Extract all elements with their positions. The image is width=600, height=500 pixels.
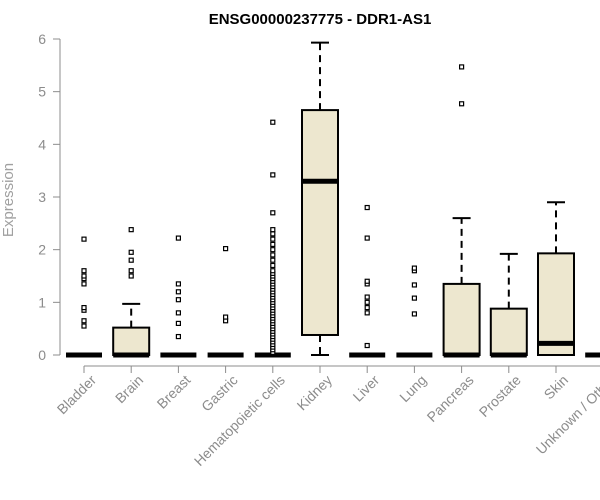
outlier-point — [175, 310, 181, 316]
outlier-point — [270, 241, 276, 247]
y-tick-label: 5 — [38, 84, 46, 100]
outlier-point — [270, 236, 276, 242]
outlier-point — [175, 235, 181, 241]
outlier-point — [81, 236, 87, 242]
outlier-point — [81, 281, 87, 287]
x-tick-label: Pancreas — [424, 372, 477, 425]
chart-title: ENSG00000237775 - DDR1-AS1 — [209, 11, 432, 28]
outlier-point — [270, 231, 276, 237]
outlier-point — [81, 318, 87, 324]
outlier-point — [270, 210, 276, 216]
outlier-point — [270, 119, 276, 125]
outlier-point — [270, 262, 276, 269]
outlier-point — [364, 305, 370, 311]
x-tick-label: Gastric — [198, 372, 241, 415]
outlier-point — [459, 64, 465, 70]
outlier-point — [270, 252, 276, 258]
outlier-point — [364, 294, 370, 300]
outlier-point — [411, 282, 417, 288]
y-tick-label: 6 — [38, 31, 46, 47]
outlier-point — [270, 257, 276, 263]
outlier-point — [128, 227, 134, 233]
outlier-point — [270, 227, 276, 233]
outlier-point — [364, 299, 370, 305]
outlier-point — [175, 289, 181, 295]
outlier-point — [270, 172, 276, 178]
box-iqr — [537, 252, 575, 356]
box-iqr — [112, 326, 151, 357]
box-group — [396, 265, 433, 358]
outlier-point — [128, 257, 134, 263]
outlier-point — [128, 268, 134, 274]
outlier-point — [175, 297, 181, 303]
outlier-point — [128, 273, 134, 279]
x-tick-label: Skin — [541, 372, 572, 403]
outlier-point — [364, 204, 370, 211]
outlier-point — [411, 265, 417, 271]
box-group — [537, 201, 575, 356]
box-group — [349, 204, 386, 358]
outlier-point — [81, 323, 87, 329]
plot-area — [66, 41, 600, 358]
outlier-point — [270, 268, 276, 274]
outlier-point — [411, 311, 417, 317]
box-group — [112, 227, 151, 358]
y-tick-label: 0 — [38, 347, 46, 363]
box-iqr — [489, 307, 528, 356]
outlier-point — [270, 247, 276, 253]
box-group — [160, 235, 197, 358]
y-tick-label: 2 — [38, 242, 46, 258]
y-axis-label: Expression — [0, 163, 17, 237]
outlier-point — [459, 101, 465, 107]
box-group — [585, 352, 600, 358]
x-tick-label: Prostate — [476, 372, 524, 420]
outlier-point — [128, 249, 134, 255]
outlier-point — [364, 342, 370, 349]
box-group — [301, 41, 339, 356]
outlier-point — [81, 273, 87, 279]
box-iqr — [442, 282, 481, 356]
outlier-point — [175, 320, 181, 326]
x-tick-label: Lung — [396, 372, 429, 405]
x-tick-label: Breast — [154, 372, 194, 412]
box-group — [489, 252, 528, 358]
y-tick-label: 4 — [38, 136, 46, 152]
outlier-point — [223, 314, 229, 320]
outlier-point — [81, 268, 87, 274]
box-iqr — [301, 109, 339, 336]
x-tick-label: Kidney — [294, 372, 336, 414]
y-tick-label: 3 — [38, 189, 46, 205]
y-tick-label: 1 — [38, 294, 46, 310]
x-tick-label: Bladder — [54, 372, 100, 418]
box-group — [254, 119, 291, 358]
outlier-point — [364, 278, 370, 284]
outlier-point — [223, 246, 229, 252]
outlier-point — [175, 333, 181, 340]
outlier-point — [364, 235, 370, 241]
x-tick-label: Liver — [350, 372, 383, 405]
outlier-point — [81, 305, 87, 311]
outlier-point — [175, 281, 181, 287]
x-tick-label: Hematopoietic cells — [191, 372, 288, 469]
outlier-point — [411, 295, 417, 301]
box-group — [442, 64, 481, 358]
box-group — [66, 236, 102, 358]
y-axis: 0 1 2 3 4 5 6 — [38, 31, 61, 363]
box-group — [207, 246, 244, 358]
outlier-point — [364, 310, 370, 316]
x-tick-label: Brain — [112, 372, 146, 406]
